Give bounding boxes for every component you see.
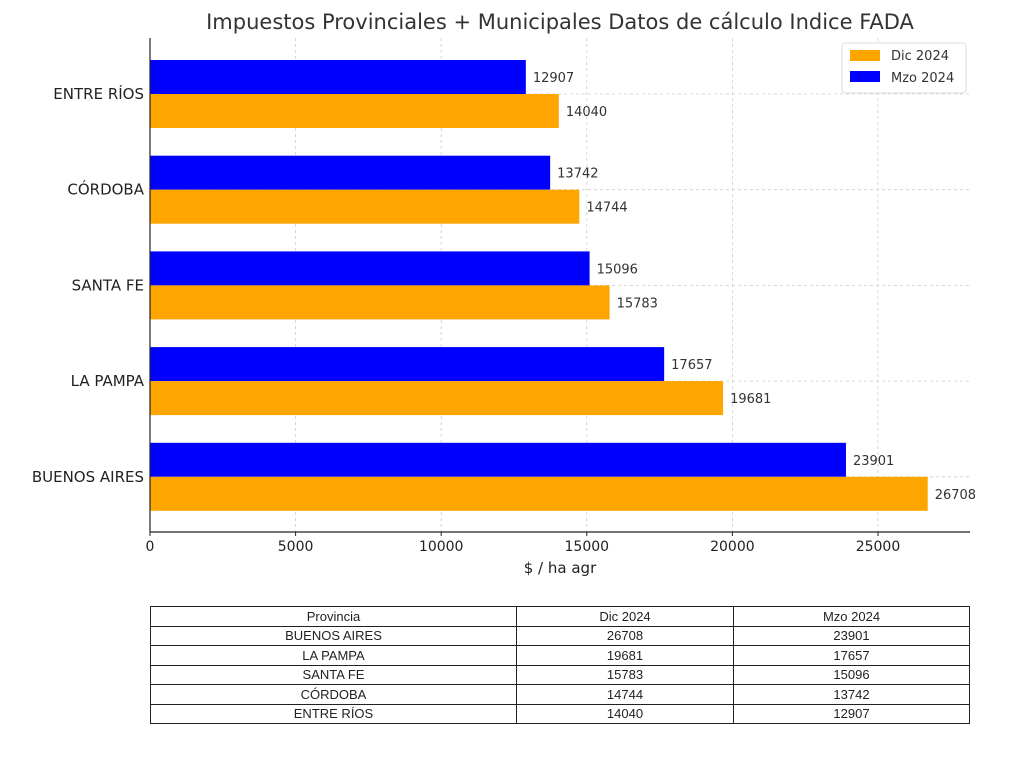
bar-mzo-2024 [150, 347, 665, 382]
legend-label-dic-2024: Dic 2024 [891, 49, 949, 64]
axes: 0 5000 10000 15000 20000 25000 ENTRE RÍOS CÓRDO… [32, 38, 970, 555]
table-cell: 15096 [733, 664, 970, 685]
table-cell: 14040 [516, 703, 734, 724]
data-table: Provincia Dic 2024 Mzo 2024 BUENOS AIRES… [150, 606, 970, 724]
table-cell: 17657 [733, 645, 970, 666]
bar-mzo-2024 [150, 60, 526, 94]
table-cell: 14744 [516, 684, 734, 705]
legend: Dic 2024 Mzo 2024 [841, 42, 967, 94]
y-tick-label: BUENOS AIRES [32, 468, 144, 486]
table-cell: SANTA FE [150, 664, 517, 685]
table-cell: BUENOS AIRES [150, 625, 517, 646]
y-tick-label: ENTRE RÍOS [53, 84, 144, 103]
bar-dic-2024 [150, 189, 580, 224]
x-tick-label: 10000 [419, 539, 464, 555]
data-labels: 12907 14040 13742 14744 15096 15783 17657 19681… [533, 71, 976, 503]
data-label: 14744 [586, 201, 627, 216]
table-cell: CÓRDOBA [150, 684, 517, 705]
table-cell: LA PAMPA [150, 645, 517, 666]
table-cell: 15783 [516, 664, 734, 685]
x-tick-label: 0 [146, 539, 155, 555]
table-row: BUENOS AIRES 26708 23901 [150, 625, 970, 646]
data-label: 14040 [566, 105, 607, 120]
x-tick-label: 25000 [856, 539, 901, 555]
table-cell: 13742 [733, 684, 970, 705]
x-tick-label: 20000 [710, 539, 755, 555]
bar-dic-2024 [150, 94, 559, 128]
table-cell: 26708 [516, 625, 734, 646]
y-tick-label: LA PAMPA [71, 372, 145, 390]
bar-mzo-2024 [150, 251, 590, 286]
table-cell: ENTRE RÍOS [150, 703, 517, 724]
table-cell: 19681 [516, 645, 734, 666]
bar-mzo-2024 [150, 155, 551, 190]
table-cell: 23901 [733, 625, 970, 646]
x-tick-label: 5000 [278, 539, 314, 555]
table-header: Provincia [150, 606, 517, 627]
data-label: 15096 [597, 262, 638, 277]
bar-chart: Impuestos Provinciales + Municipales Dat… [32, 10, 976, 577]
table-cell: 12907 [733, 703, 970, 724]
bar-dic-2024 [150, 381, 724, 416]
bar-dic-2024 [150, 476, 928, 511]
bar-mzo-2024 [150, 442, 846, 477]
bar-dic-2024 [150, 285, 610, 320]
data-label: 23901 [853, 454, 894, 469]
table-row: ENTRE RÍOS 14040 12907 [150, 703, 970, 724]
y-tick-label: SANTA FE [72, 276, 144, 294]
table-header: Dic 2024 [516, 606, 734, 627]
x-tick-label: 15000 [565, 539, 610, 555]
data-label: 19681 [730, 392, 771, 407]
legend-swatch-dic-2024 [850, 50, 880, 61]
data-label: 17657 [671, 358, 712, 373]
legend-swatch-mzo-2024 [850, 71, 880, 82]
x-axis-label: $ / ha agr [524, 559, 597, 577]
table-row: SANTA FE 15783 15096 [150, 664, 970, 685]
chart-title: Impuestos Provinciales + Municipales Dat… [206, 10, 914, 34]
table-header: Mzo 2024 [733, 606, 970, 627]
table-row: LA PAMPA 19681 17657 [150, 645, 970, 666]
legend-label-mzo-2024: Mzo 2024 [891, 71, 954, 86]
y-tick-label: CÓRDOBA [67, 180, 144, 199]
data-label: 15783 [617, 296, 658, 311]
data-label: 26708 [935, 488, 976, 503]
data-label: 13742 [557, 167, 598, 182]
bars [150, 60, 928, 511]
table-row: CÓRDOBA 14744 13742 [150, 684, 970, 705]
data-label: 12907 [533, 71, 574, 86]
